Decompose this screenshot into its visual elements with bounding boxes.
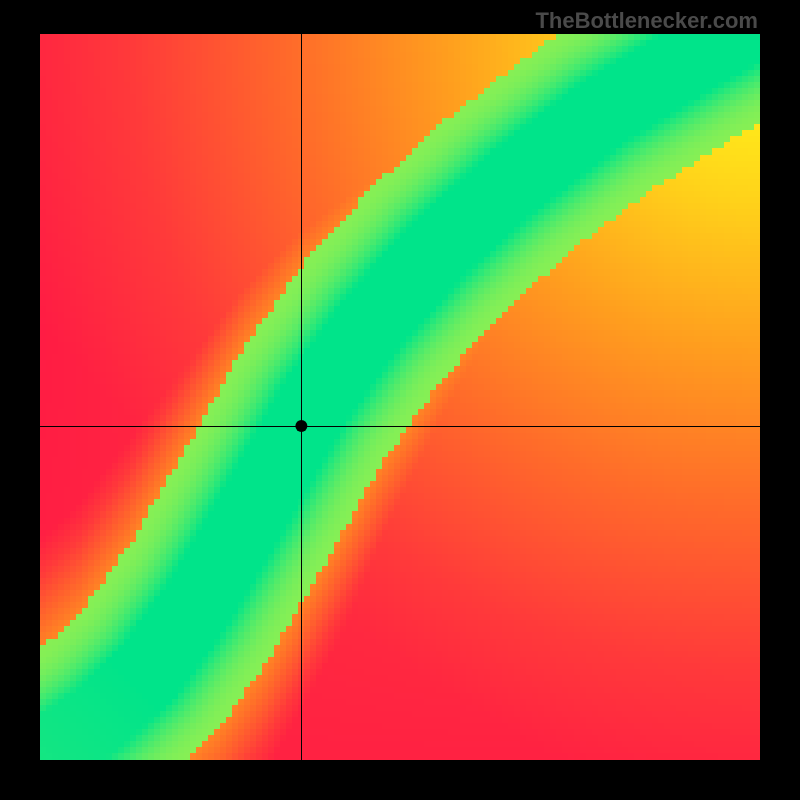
watermark-text: TheBottlenecker.com (535, 8, 758, 34)
heatmap-canvas (40, 34, 760, 760)
heatmap-plot-area (40, 34, 760, 760)
